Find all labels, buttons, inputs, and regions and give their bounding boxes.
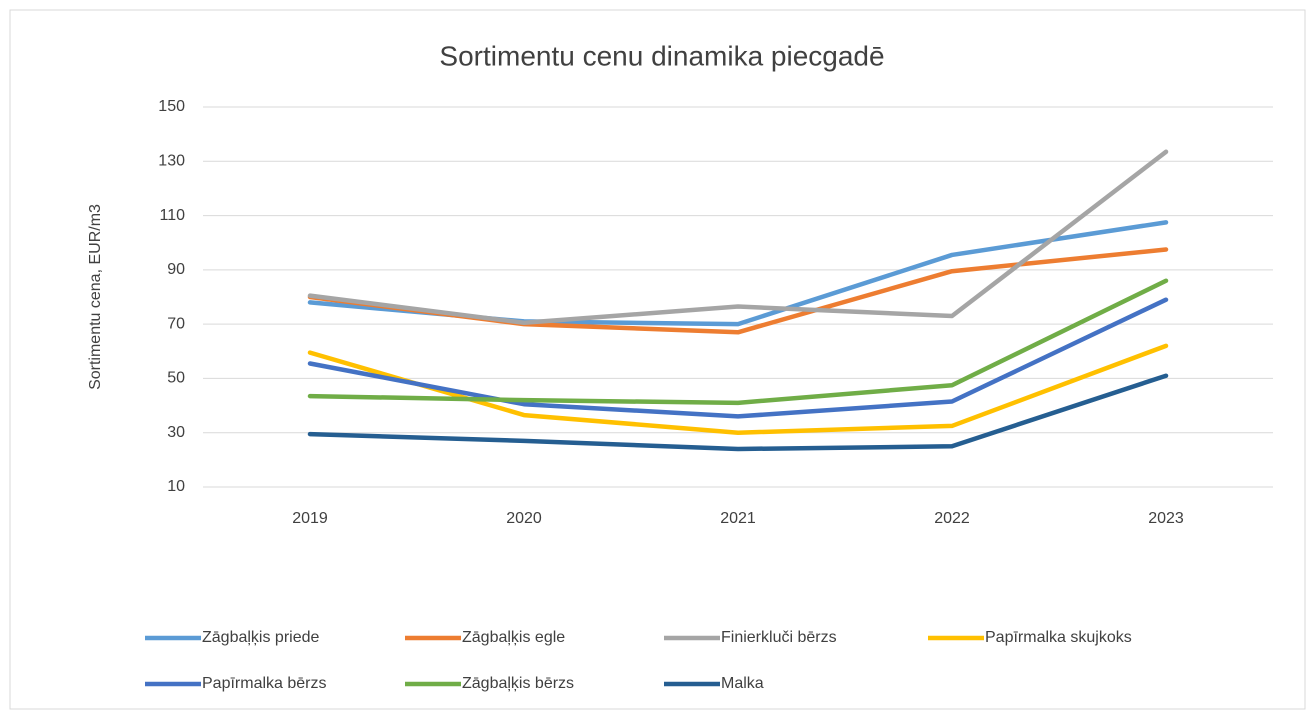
x-tick-label: 2021 xyxy=(720,510,756,527)
legend-label: Zāgbaļķis bērzs xyxy=(462,675,574,692)
y-tick-label: 90 xyxy=(167,261,185,278)
y-tick-label: 50 xyxy=(167,370,185,387)
y-tick-label: 30 xyxy=(167,424,185,441)
series-line xyxy=(307,343,1169,435)
legend-label: Zāgbaļķis priede xyxy=(202,629,320,646)
y-tick-label: 130 xyxy=(158,153,185,170)
y-axis-label: Sortimentu cena, EUR/m3 xyxy=(87,204,104,390)
series-line xyxy=(307,149,1169,326)
x-tick-label: 2020 xyxy=(506,510,542,527)
x-tick-label: 2019 xyxy=(292,510,328,527)
x-tick-label: 2022 xyxy=(934,510,970,527)
y-tick-label: 70 xyxy=(167,315,185,332)
y-tick-label: 110 xyxy=(159,207,185,224)
series-line xyxy=(307,373,1169,452)
legend-label: Papīrmalka skujkoks xyxy=(985,629,1132,646)
y-tick-label: 150 xyxy=(158,98,185,115)
series-line xyxy=(307,297,1169,419)
legend-label: Zāgbaļķis egle xyxy=(462,629,565,646)
legend-label: Malka xyxy=(721,675,764,692)
legend-label: Finierkluči bērzs xyxy=(721,629,837,646)
chart-title: Sortimentu cenu dinamika piecgadē xyxy=(439,40,884,71)
chart-frame xyxy=(9,9,1306,710)
x-tick-label: 2023 xyxy=(1148,510,1184,527)
y-tick-label: 10 xyxy=(167,478,185,495)
series-line xyxy=(307,278,1169,406)
legend-label: Papīrmalka bērzs xyxy=(202,675,327,692)
